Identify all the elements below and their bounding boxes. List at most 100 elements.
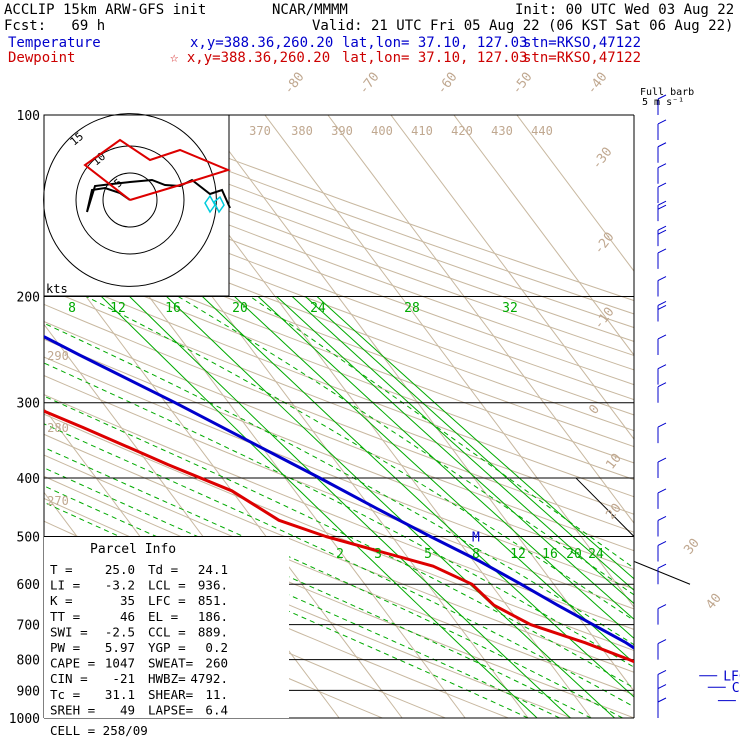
pressure-tick-label: 300: [17, 397, 40, 412]
parcel-value: 11.: [205, 687, 228, 702]
pressure-tick-label: 100: [17, 109, 40, 124]
isotherm-tick-label: -40: [584, 70, 610, 98]
dry-adiabat-line: [44, 166, 634, 386]
parcel-value: 260: [205, 656, 228, 671]
isotherm-tick-label: -30: [589, 145, 615, 173]
isotherm-tick-label: 10: [603, 451, 624, 473]
dry-adiabat-line: [44, 433, 634, 673]
parcel-value: -3.2: [105, 578, 135, 593]
temperature-latlon: lat,lon= 37.10, 127.03: [342, 35, 528, 51]
wind-barb-flag: [657, 119, 667, 125]
init-time: Init: 00 UTC Wed 03 Aug 22: [515, 2, 735, 18]
parcel-key: K =: [50, 593, 73, 608]
wind-barb-flag: [657, 563, 667, 569]
dry-adiabat-line: [44, 180, 634, 401]
mixing-ratio-label: 24: [310, 301, 326, 316]
parcel-panel: [44, 537, 289, 718]
temperature-profile-line: [44, 334, 634, 650]
theta-label: 410: [411, 124, 433, 138]
isotherm-line: [516, 115, 634, 272]
pressure-tick-label: 900: [17, 684, 40, 699]
wind-key-title: Full barb: [640, 87, 694, 98]
wind-barb: [657, 301, 667, 322]
dry-adiabat-line: [44, 194, 634, 416]
isotherm-line: [327, 115, 634, 524]
wind-barb-flag: [657, 364, 667, 370]
mixing-ratio-label: 8: [68, 301, 76, 316]
pressure-tick-label: 400: [17, 472, 40, 487]
isotherm-line: [264, 115, 634, 608]
pressure-tick-label: 1000: [9, 712, 40, 727]
parcel-value: 35: [120, 593, 135, 608]
wind-barb: [657, 516, 667, 537]
theta-label: 380: [291, 124, 313, 138]
parcel-value: 6.4: [205, 702, 228, 717]
parcel-value: 936.: [198, 578, 228, 593]
wind-barb-flag: [657, 488, 667, 494]
wind-barb-flag: [657, 225, 667, 231]
dewpoint-profile-line: [44, 409, 634, 664]
moist-adiabat-line: [44, 395, 634, 689]
parcel-value: 46: [120, 609, 135, 624]
wind-barb-flag: [657, 639, 667, 645]
theta-label: 280: [47, 421, 69, 435]
parcel-key: CIN =: [50, 671, 88, 686]
dewpoint-latlon: lat,lon= 37.10, 127.03: [342, 50, 528, 66]
parcel-key: CCL =: [148, 624, 186, 639]
mixing-ratio-label: 20: [232, 301, 248, 316]
wind-barb-flag: [657, 697, 667, 703]
wind-barb-flag: [657, 516, 667, 521]
parcel-key: SREH =: [50, 702, 95, 717]
wind-barb: [657, 225, 667, 247]
hodograph-red-trace: [83, 138, 231, 201]
parcel-key: EL =: [148, 609, 178, 624]
parcel-key: SHEAR=: [148, 687, 193, 702]
dewpoint-legend: Dewpoint: [8, 50, 76, 66]
parcel-value: 0.2: [205, 640, 228, 655]
parcel-key: HWBZ=: [148, 671, 186, 686]
pressure-tick-label: 500: [17, 530, 40, 545]
wind-barb-flag: [657, 142, 667, 148]
wind-barb-flag: [657, 182, 667, 188]
pressure-tick-label: 600: [17, 578, 40, 593]
wind-barb-flag: [657, 94, 667, 100]
wind-barb: [657, 422, 667, 444]
parcel-value: 49: [120, 702, 135, 717]
wind-barb-flag: [657, 457, 667, 463]
parcel-key: LCL =: [148, 578, 186, 593]
parcel-value: -2.5: [105, 624, 135, 639]
mixing-ratio-line: [291, 296, 634, 605]
wind-barb: [657, 182, 667, 204]
mixing-ratio-label: 28: [404, 301, 420, 316]
mixing-ratio-label: 8: [472, 547, 480, 562]
model-title: ACCLIP 15km ARW-GFS init: [4, 2, 207, 18]
hodograph-units: kts: [46, 282, 68, 296]
dry-adiabat-line: [44, 209, 634, 432]
dry-adiabat-line: [44, 375, 634, 610]
wind-barb: [657, 697, 667, 718]
wind-barb: [657, 364, 667, 385]
wind-barb-flag: [657, 382, 667, 388]
parcel-value: 5.97: [105, 640, 135, 655]
parcel-key: SWI =: [50, 624, 88, 639]
wind-barb-flag: [657, 229, 667, 235]
wind-barb-flag: [657, 334, 667, 340]
mixing-ratio-line: [276, 296, 634, 620]
mixing-ratio-label: 20: [566, 547, 582, 562]
isotherm-tick-label: -50: [509, 70, 535, 98]
mixing-ratio-label: 5: [424, 547, 432, 562]
dry-adiabat-line: [44, 303, 634, 533]
dry-adiabat-line: [44, 152, 634, 371]
parcel-key: LFC =: [148, 593, 186, 608]
wind-barb: [657, 457, 667, 479]
wind-barb: [657, 200, 667, 222]
theta-label: 440: [531, 124, 553, 138]
parcel-key: SWEAT=: [148, 656, 193, 671]
wind-key-value: 5 m s⁻¹: [642, 97, 684, 108]
theta-label: 290: [47, 349, 69, 363]
mixing-ratio-label: 32: [502, 301, 518, 316]
org-label: NCAR/MMMM: [272, 2, 348, 18]
parcel-key: T =: [50, 562, 73, 577]
theta-label: 430: [491, 124, 513, 138]
